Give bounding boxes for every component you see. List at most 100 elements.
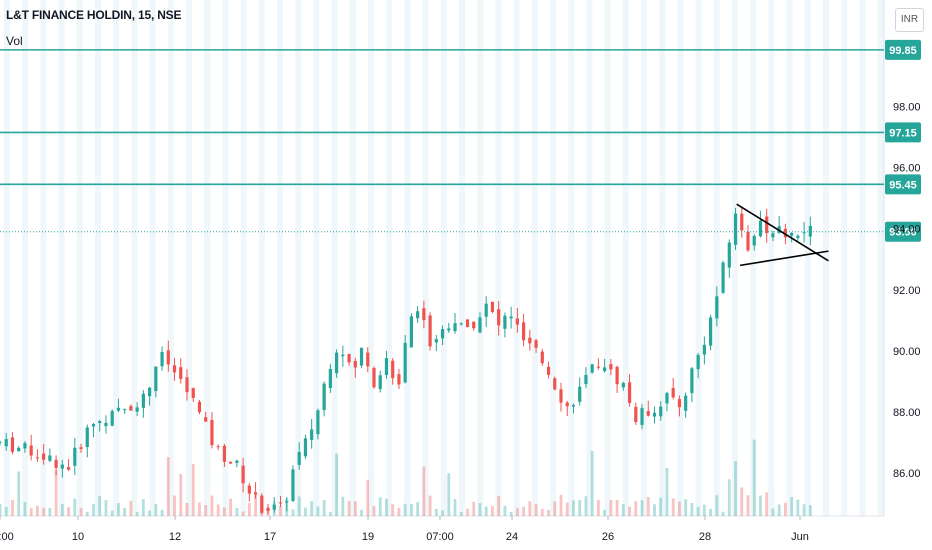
candle-body xyxy=(110,411,114,426)
candle-body xyxy=(571,404,576,407)
candle-body xyxy=(179,367,183,379)
grid-band xyxy=(586,0,593,516)
grid-band xyxy=(167,0,174,516)
volume-bar xyxy=(491,506,494,516)
candle-body xyxy=(347,353,351,363)
candle-body xyxy=(565,402,569,407)
currency-button[interactable]: INR xyxy=(895,8,924,32)
level-label: 99.85 xyxy=(889,45,917,57)
volume-bar xyxy=(640,500,644,516)
candle-body xyxy=(627,382,632,403)
candle-body xyxy=(696,354,700,370)
candle-body xyxy=(60,464,64,469)
volume-bar xyxy=(646,497,650,516)
candle-body xyxy=(235,460,239,463)
candle-body xyxy=(740,213,744,231)
grid-band xyxy=(477,0,484,516)
candle-body xyxy=(372,367,376,388)
candle-body xyxy=(160,352,164,367)
candle-body xyxy=(584,374,588,385)
grid-band xyxy=(641,0,647,516)
level-tag xyxy=(885,174,921,195)
volume-bar xyxy=(385,498,388,516)
volume-bar xyxy=(360,509,363,516)
candle-body xyxy=(465,319,470,328)
candle-body xyxy=(490,301,495,312)
volume-bar xyxy=(216,504,220,516)
triangle-upper-line xyxy=(736,203,829,262)
volume-bar xyxy=(378,497,382,516)
volume-bar xyxy=(123,507,127,516)
candle-body xyxy=(210,419,214,446)
candle-body xyxy=(733,213,738,245)
volume-bar xyxy=(472,501,476,516)
grid-band xyxy=(295,0,302,516)
grid-band xyxy=(258,0,265,516)
grid-band xyxy=(877,0,884,516)
volume-bar xyxy=(615,499,619,516)
volume-bar xyxy=(98,495,102,516)
candle-body xyxy=(715,296,719,319)
candle-body xyxy=(578,386,582,402)
volume-bar xyxy=(129,500,133,516)
volume-bar xyxy=(727,479,731,516)
y-tick-label: 86.00 xyxy=(893,468,921,480)
candle-body xyxy=(453,323,457,332)
candle-body xyxy=(291,469,295,502)
volume-bar xyxy=(166,457,170,516)
volume-bar xyxy=(36,505,39,516)
volume-bar xyxy=(734,460,737,516)
volume-bar xyxy=(254,494,257,516)
candle-body xyxy=(378,375,382,390)
y-tick-label: 94.00 xyxy=(893,224,921,236)
x-tick-label: 24 xyxy=(506,531,518,543)
chart-title: L&T FINANCE HOLDIN, 15, NSE xyxy=(6,8,182,22)
horizontal-levels: 99.85 97.15 95.45 93.90 xyxy=(0,39,921,242)
candle-body xyxy=(272,504,276,510)
candle-body xyxy=(172,365,177,373)
candle-body xyxy=(129,406,133,411)
triangle-lower-line xyxy=(739,250,829,267)
grid-band xyxy=(713,0,720,516)
volume-bar xyxy=(584,496,588,516)
level-tag xyxy=(885,122,921,143)
candle-body xyxy=(634,406,638,422)
candle-body xyxy=(422,308,426,321)
volume-bar xyxy=(391,504,395,516)
volume-bar xyxy=(565,502,569,516)
volume-bar xyxy=(590,451,594,516)
candle-body xyxy=(758,220,763,237)
volume-bar xyxy=(335,453,338,516)
volume-bar xyxy=(416,502,420,516)
candle-body xyxy=(229,461,233,464)
candle-body xyxy=(185,377,189,393)
candle-body xyxy=(316,410,320,435)
candle-body xyxy=(447,328,451,331)
volume-bar xyxy=(229,498,233,516)
candle-body xyxy=(472,321,476,329)
candle-body xyxy=(328,368,332,388)
volume-bar xyxy=(135,511,139,516)
candle-body xyxy=(440,329,445,339)
volume-bar xyxy=(304,507,307,516)
volume-bar xyxy=(341,496,345,516)
grid-band xyxy=(404,0,411,516)
candle-body xyxy=(154,366,158,392)
volume-bar xyxy=(597,500,600,516)
volume-bar xyxy=(447,473,451,516)
volume-bar xyxy=(310,500,314,516)
candle-body xyxy=(135,407,139,412)
volume-bar xyxy=(173,495,176,516)
volume-bar xyxy=(503,505,507,516)
volume-bar xyxy=(497,495,501,516)
x-tick-label: Jun xyxy=(791,531,809,543)
grid-band xyxy=(313,0,320,516)
volume-bar xyxy=(247,503,251,516)
candle-body xyxy=(353,360,357,368)
volume-bar xyxy=(48,507,52,516)
candle-body xyxy=(428,315,432,347)
volume-bar xyxy=(559,494,563,516)
grid-band xyxy=(750,0,757,516)
volume-bar xyxy=(67,507,70,516)
